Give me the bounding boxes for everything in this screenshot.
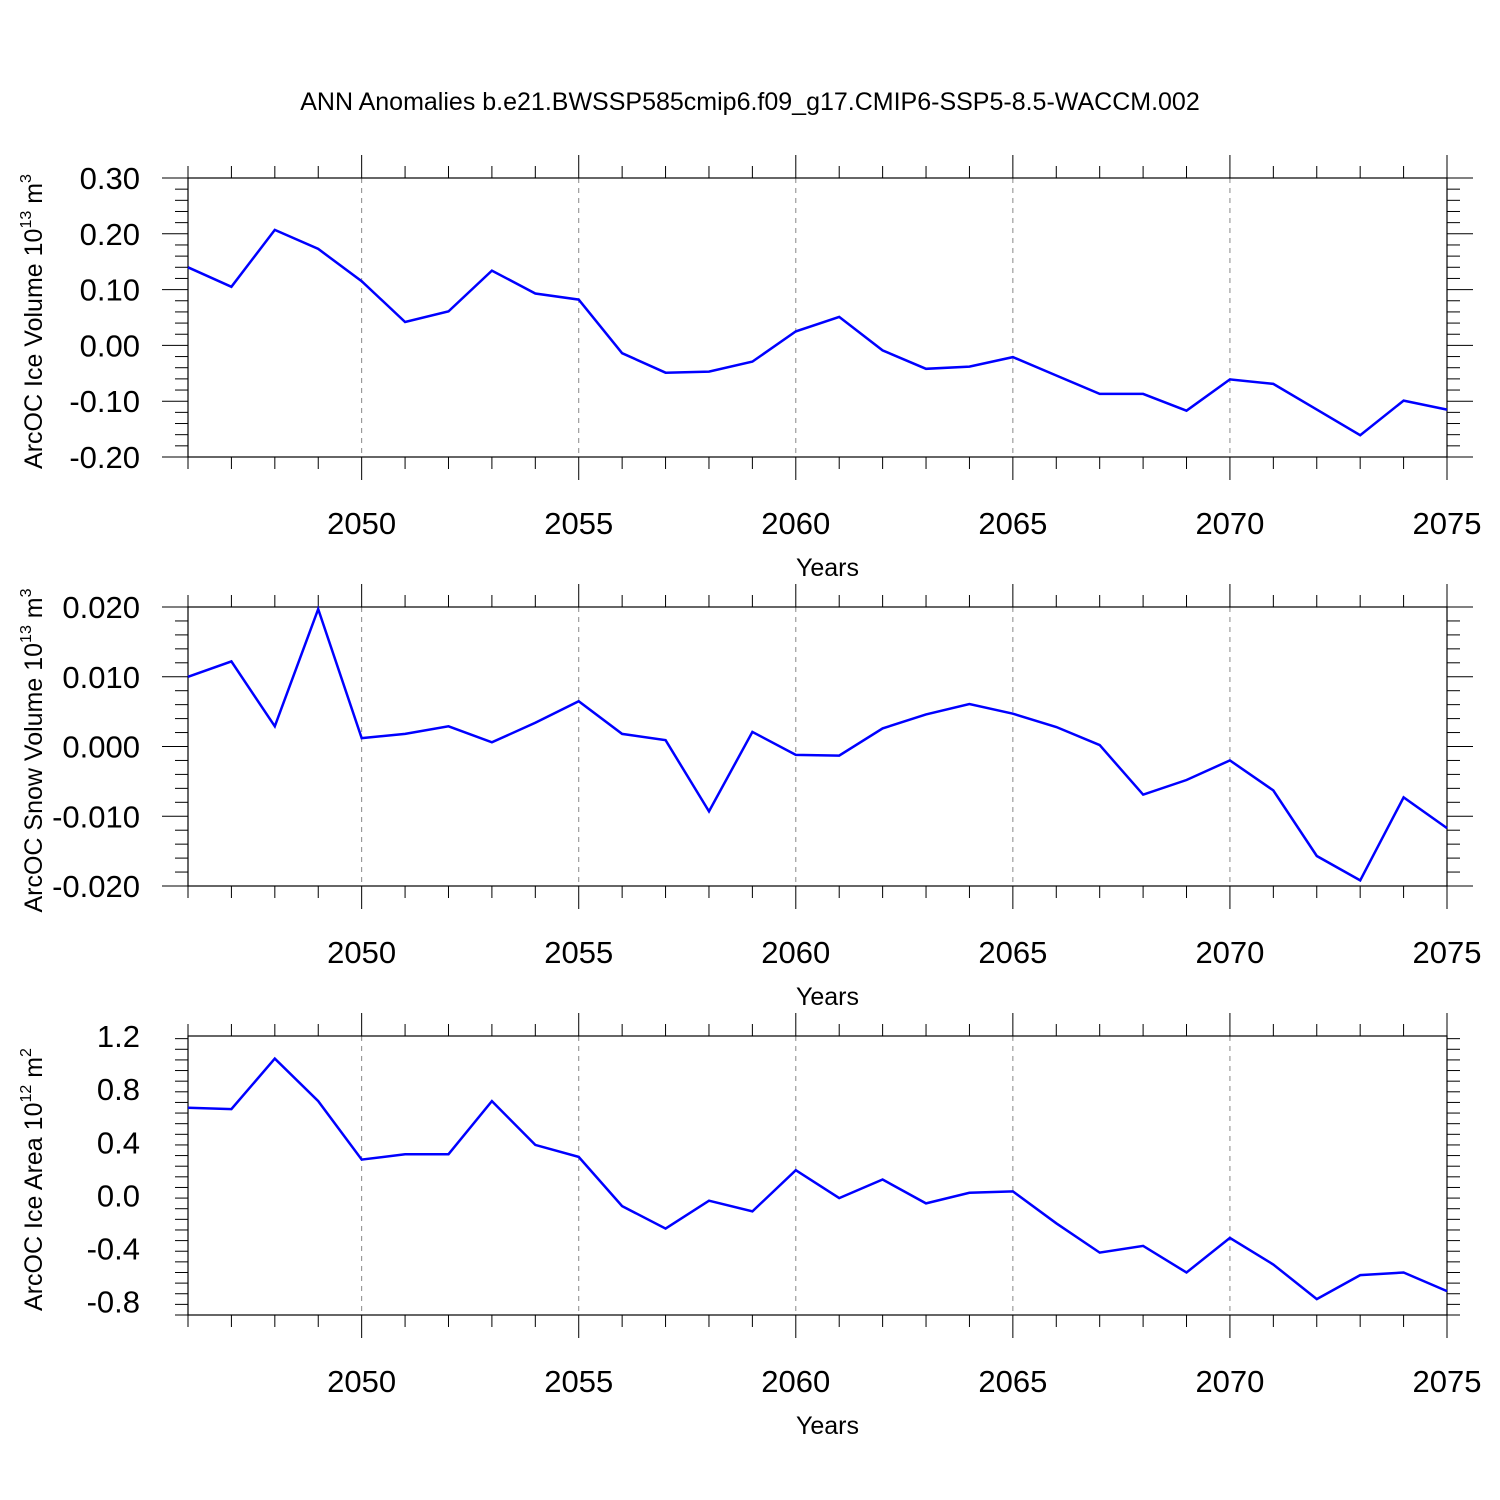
y-tick-label: -0.010 — [52, 799, 140, 834]
series-line — [187, 605, 1448, 883]
y-tick-label: 0.30 — [80, 161, 140, 196]
x-axis-title: Years — [796, 554, 859, 582]
y-tick-label: -0.4 — [87, 1232, 140, 1267]
y-tick-label: -0.8 — [87, 1285, 140, 1320]
y-axis-title-exponent: 12 — [18, 1085, 35, 1103]
y-tick-label: -0.20 — [69, 440, 140, 475]
panel-1: 2050 2055 2060 2065 2070 2075 -0.20 -0.10 0.00 0.… — [18, 155, 1481, 582]
y-axis-title-text: ArcOC Snow Volume 10 — [20, 643, 48, 913]
plot-frame — [187, 177, 1448, 458]
x-tick-label: 2070 — [1195, 1364, 1264, 1399]
y-axis-title: ArcOC Ice Area 1012 m2 — [18, 1048, 48, 1311]
y-tick-label: 0.00 — [80, 328, 140, 363]
y-axis-title-unit: m — [20, 597, 48, 625]
y-tick-label: -0.10 — [69, 384, 140, 419]
x-tick-label: 2060 — [761, 1364, 830, 1399]
y-axis-title-text: ArcOC Ice Volume 10 — [20, 229, 48, 469]
y-tick-label: 0.20 — [80, 217, 140, 252]
y-axis-title: ArcOC Snow Volume 1013 m3 — [18, 588, 48, 912]
x-tick-label: 2075 — [1413, 935, 1482, 970]
y-tick-label: 0.4 — [97, 1125, 140, 1160]
series-line — [187, 228, 1448, 437]
x-tick-label: 2050 — [327, 506, 396, 541]
x-tick-label: 2070 — [1195, 935, 1264, 970]
chart-title: ANN Anomalies b.e21.BWSSP585cmip6.f09_g1… — [300, 88, 1199, 116]
y-axis-title-exponent: 13 — [18, 211, 35, 229]
x-axis-title: Years — [796, 1412, 859, 1440]
x-tick-label: 2060 — [761, 935, 830, 970]
y-axis-title: ArcOC Ice Volume 1013 m3 — [18, 174, 48, 469]
y-axis-title-unit-exponent: 3 — [18, 588, 35, 597]
x-tick-label: 2070 — [1195, 506, 1264, 541]
x-tick-label: 2050 — [327, 1364, 396, 1399]
series-line — [187, 1056, 1448, 1301]
y-tick-label: -0.020 — [52, 869, 140, 904]
plot-frame — [187, 606, 1448, 887]
x-axis-title: Years — [796, 983, 859, 1011]
y-tick-label: 0.0 — [97, 1178, 140, 1213]
x-tick-label: 2075 — [1413, 506, 1482, 541]
y-axis-title-text: ArcOC Ice Area 10 — [20, 1103, 48, 1311]
y-tick-label: 0.10 — [80, 273, 140, 308]
x-tick-label: 2065 — [978, 935, 1047, 970]
y-tick-label: 0.020 — [62, 590, 140, 625]
y-axis-title-unit-exponent: 2 — [18, 1048, 35, 1057]
y-tick-label: 0.010 — [62, 660, 140, 695]
panel-3: 2050 2055 2060 2065 2070 2075 -0.8 -0.4 0.0 0.4 0.… — [18, 1013, 1481, 1440]
plot-frame — [187, 1035, 1448, 1316]
y-tick-label: 1.2 — [97, 1019, 140, 1054]
x-tick-label: 2055 — [544, 506, 613, 541]
x-tick-label: 2065 — [978, 1364, 1047, 1399]
y-axis-title-exponent: 13 — [18, 625, 35, 643]
panel-2: 2050 2055 2060 2065 2070 2075 -0.020 -0.010 0.00… — [18, 584, 1481, 1011]
x-tick-label: 2065 — [978, 506, 1047, 541]
x-tick-label: 2075 — [1413, 1364, 1482, 1399]
y-tick-label: 0.8 — [97, 1072, 140, 1107]
x-tick-label: 2055 — [544, 1364, 613, 1399]
y-axis-title-unit: m — [20, 1057, 48, 1085]
chart-panels: 2050 2055 2060 2065 2070 2075 -0.20 -0.10 0.00 0.… — [18, 155, 1481, 1440]
x-tick-label: 2050 — [327, 935, 396, 970]
y-tick-label: 0.000 — [62, 730, 140, 765]
y-axis-title-unit: m — [20, 183, 48, 211]
x-tick-label: 2060 — [761, 506, 830, 541]
y-axis-title-unit-exponent: 3 — [18, 174, 35, 183]
x-tick-label: 2055 — [544, 935, 613, 970]
